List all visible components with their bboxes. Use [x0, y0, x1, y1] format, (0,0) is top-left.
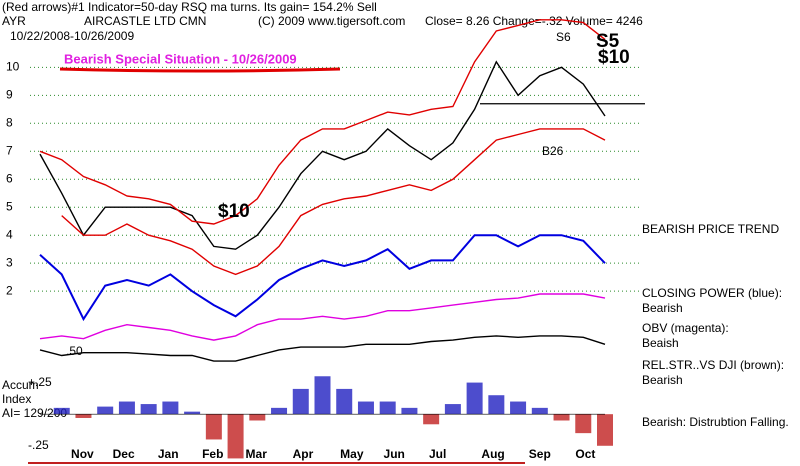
company: AIRCASTLE LTD CMN [84, 14, 206, 28]
y-tick-label: +.25 [28, 375, 52, 389]
y-tick-label: 5 [6, 199, 13, 213]
ticker: AYR [2, 14, 26, 28]
y-tick-label: 4 [6, 227, 13, 241]
annotation: $10 [218, 201, 250, 222]
accum-bar [184, 411, 201, 415]
note: BEARISH PRICE TREND [642, 222, 779, 236]
accum-bar [597, 414, 613, 446]
annotation: $10 [598, 47, 630, 68]
x-tick-label: Mar [246, 447, 268, 461]
accum-bar [510, 401, 527, 415]
series-line [39, 234, 606, 322]
x-tick-label: Jan [158, 447, 179, 461]
x-tick-label: Nov [71, 447, 94, 461]
accum-title: Accum [2, 378, 39, 392]
note: CLOSING POWER (blue): [642, 286, 782, 300]
accum-bar [575, 414, 592, 434]
accum-bar [379, 401, 396, 415]
y-tick-label: 8 [6, 115, 13, 129]
note: Bearish [642, 301, 683, 315]
y-tick-label: 6 [6, 171, 13, 185]
note: Bearish [642, 373, 683, 387]
note: REL.STR..VS DJI (brown): [642, 358, 784, 372]
y-tick-label: 9 [6, 87, 13, 101]
series-line [39, 60, 606, 250]
accum-bar [531, 407, 548, 415]
accum-bar [53, 407, 70, 415]
accum-bar [357, 401, 374, 415]
accum-bar [75, 414, 92, 418]
series-line [39, 293, 606, 341]
accum-bar [249, 414, 266, 421]
x-tick-label: Sep [529, 447, 551, 461]
accum-bar [97, 406, 114, 415]
annotation: S6 [556, 30, 571, 44]
accum-subtitle: Index [2, 392, 31, 406]
accum-bar [271, 407, 288, 415]
accum-bar [423, 414, 440, 425]
y-tick-label: 7 [6, 143, 13, 157]
y-tick-label: 10 [6, 60, 20, 74]
accum-bar [140, 404, 157, 415]
x-tick-label: May [340, 447, 364, 461]
y-tick-label: -.25 [28, 438, 49, 452]
accum-bar [162, 401, 179, 415]
x-tick-label: Oct [575, 447, 595, 461]
accum-bar [401, 407, 418, 415]
note: Beaish [642, 336, 679, 350]
date-range: 10/22/2008-10/26/2009 [10, 29, 134, 43]
y-tick-label: 3 [6, 255, 13, 269]
annotation: B26 [542, 144, 564, 158]
accum-bar [227, 414, 244, 459]
accum-bar [292, 388, 309, 415]
accum-bar [488, 395, 505, 415]
accum-bar [553, 414, 570, 421]
banner-underline [59, 67, 341, 73]
x-tick-label: Apr [293, 447, 314, 461]
indicator-text: (Red arrows)#1 Indicator=50-day RSQ ma t… [2, 0, 377, 14]
copyright: (C) 2009 www.tigersoft.com [258, 14, 405, 28]
accum-annotation: AI= 129/200 [2, 406, 67, 420]
accum-bar [444, 404, 461, 415]
accum-bar [205, 414, 222, 440]
accum-bar [118, 401, 135, 415]
accum-bar [466, 382, 483, 415]
x-tick-label: Aug [481, 447, 504, 461]
x-tick-label: Jul [429, 447, 446, 461]
accum-bar [314, 376, 331, 415]
x-tick-label: Dec [113, 447, 135, 461]
annotation: .50 [66, 344, 83, 358]
series-line [39, 19, 606, 225]
y-tick-label: 2 [6, 283, 13, 297]
series-line [61, 128, 606, 276]
banner-title: Bearish Special Situation - 10/26/2009 [64, 51, 297, 66]
x-tick-label: Jun [384, 447, 405, 461]
accum-bar [336, 388, 353, 415]
note: Bearish: Distrubtion Falling. [642, 415, 789, 429]
series-line [39, 335, 606, 362]
annotation: S5 [596, 31, 620, 52]
note: OBV (magenta): [642, 321, 729, 335]
x-tick-label: Feb [202, 447, 223, 461]
